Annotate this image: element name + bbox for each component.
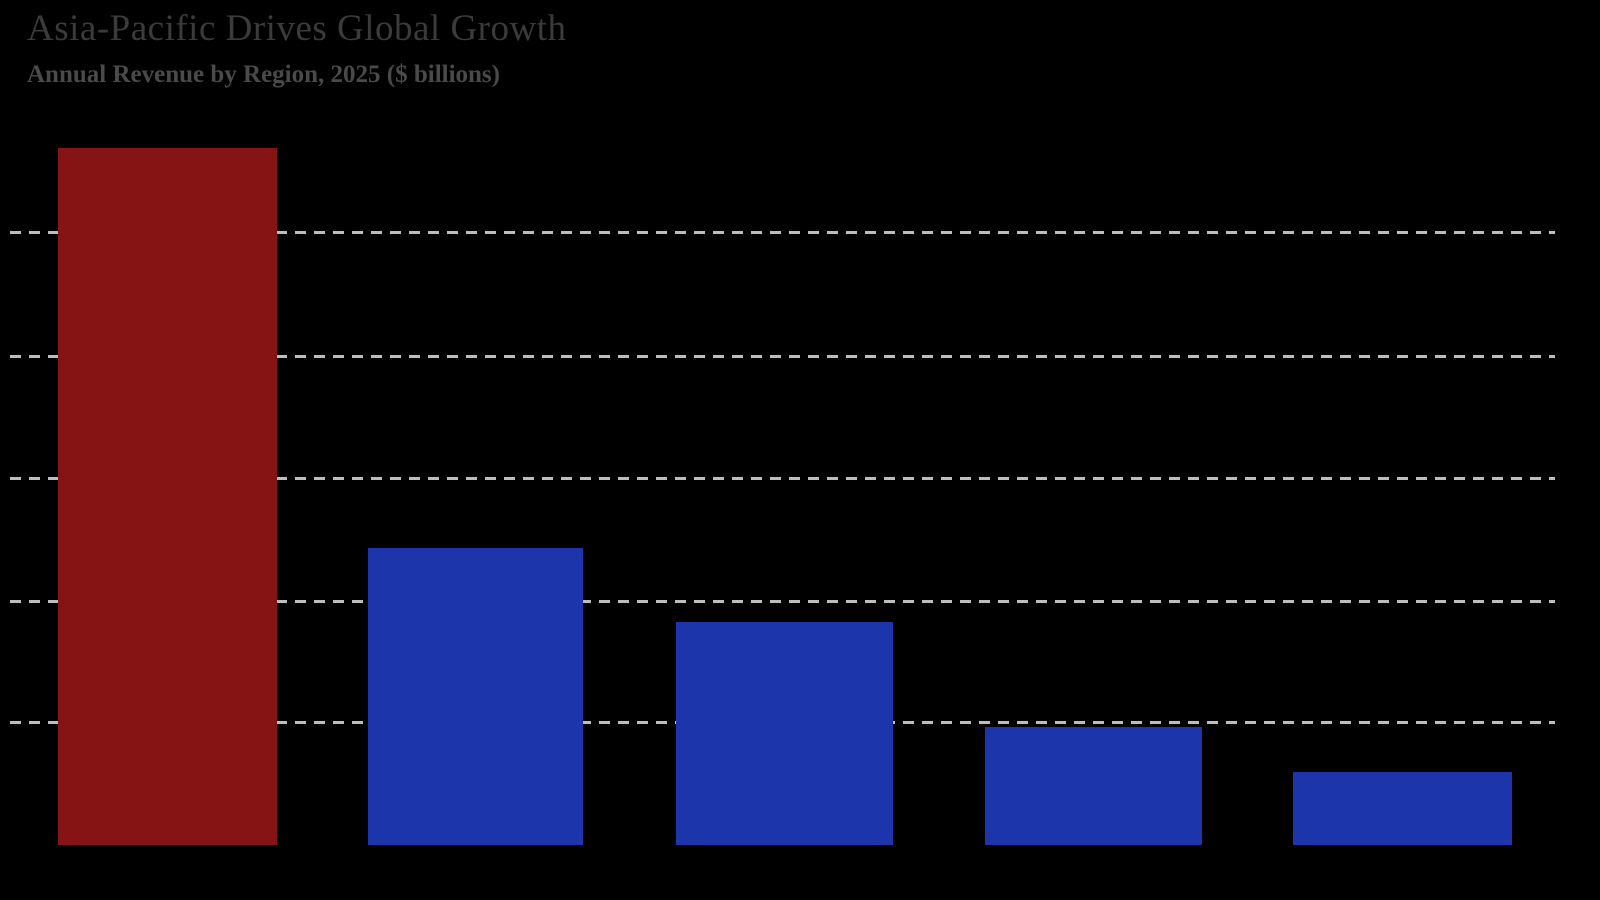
chart-subtitle: Annual Revenue by Region, 2025 ($ billio… [27,61,500,88]
bar-1 [58,148,277,845]
bar-4 [985,727,1202,845]
gridline-3 [10,477,1555,480]
gridline-1 [10,231,1555,234]
bar-3 [676,622,893,845]
bar-5 [1293,772,1512,845]
gridline-2 [10,355,1555,358]
bar-2 [368,548,583,845]
gridline-4 [10,600,1555,603]
chart-title: Asia-Pacific Drives Global Growth [27,8,567,49]
